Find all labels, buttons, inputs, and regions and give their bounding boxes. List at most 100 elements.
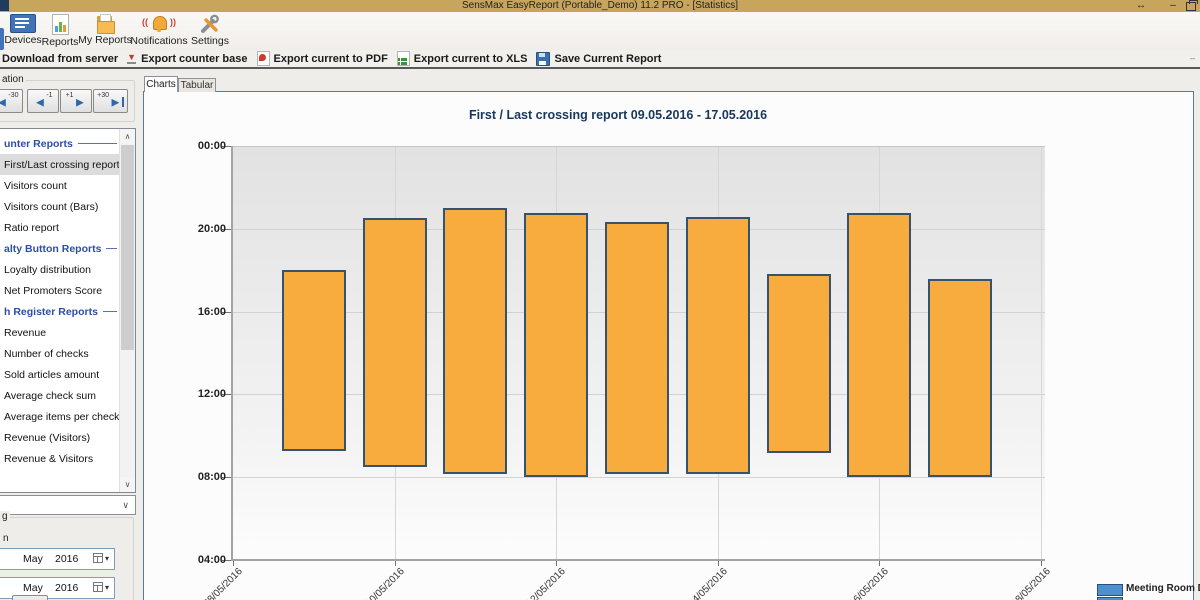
legend-swatch [1097, 584, 1123, 596]
date-from-month[interactable]: May [23, 553, 43, 565]
navigation-group-label: ation [0, 74, 26, 85]
report-filter-combobox[interactable]: ∨ [0, 495, 136, 515]
my-reports-label: My Reports [78, 34, 132, 46]
report-item[interactable]: Ratio report [0, 217, 135, 238]
window-switch-button[interactable]: ↔ [1133, 0, 1149, 12]
toolbar-overflow-icon[interactable]: – [1190, 53, 1195, 63]
chart-bar [605, 222, 669, 474]
title-bar: SensMax EasyReport (Portable_Demo) 11.2 … [0, 0, 1200, 12]
settings-label: Settings [191, 35, 229, 47]
report-chart-icon [52, 14, 69, 35]
save-report-button[interactable]: Save Current Report [536, 52, 661, 66]
nav-forward-1-button[interactable]: +1► [60, 89, 92, 113]
date-to-year[interactable]: 2016 [55, 582, 78, 594]
pdf-icon [257, 51, 270, 66]
scroll-up-icon[interactable]: ∧ [120, 129, 135, 144]
export-pdf-button[interactable]: Export current to PDF [257, 51, 388, 66]
actions-toolbar: Download from server ▼ Export counter ba… [0, 50, 1200, 67]
x-axis-tick [556, 561, 557, 566]
app-icon [0, 0, 9, 11]
report-item[interactable]: Net Promoters Score [0, 280, 135, 301]
date-from-picker-button[interactable]: ▾ [90, 550, 112, 566]
reports-button[interactable]: Reports [41, 14, 79, 48]
bell-icon: (( )) [140, 14, 178, 34]
calendar-icon [93, 582, 103, 592]
x-axis-line [231, 559, 1045, 561]
report-item[interactable]: Visitors count [0, 175, 135, 196]
chevron-down-icon: ∨ [122, 500, 129, 511]
tab-charts[interactable]: Charts [144, 76, 178, 92]
report-group-header: unter Reports [0, 133, 135, 154]
y-axis-label: 08:00 [176, 471, 226, 483]
minimize-button[interactable]: – [1165, 0, 1181, 12]
chart-bar [443, 208, 507, 474]
chart-bar [282, 270, 346, 451]
report-item[interactable]: Average items per check [0, 406, 135, 427]
apply-period-button[interactable] [12, 595, 48, 600]
gridline-horizontal [233, 477, 1045, 478]
xls-icon [397, 51, 410, 66]
report-item[interactable]: Revenue (Visitors) [0, 427, 135, 448]
report-item[interactable]: Visitors count (Bars) [0, 196, 135, 217]
download-arrow-icon: ▼ [127, 53, 137, 64]
date-to-month[interactable]: May [23, 582, 43, 594]
scroll-down-icon[interactable]: ∨ [120, 477, 135, 492]
report-group-header: alty Button Reports [0, 238, 135, 259]
gridline-vertical [1041, 147, 1042, 559]
y-axis-label: 04:00 [176, 554, 226, 566]
calendar-icon [93, 553, 103, 563]
my-reports-button[interactable]: My Reports [80, 14, 130, 48]
period-inner-label: n [1, 533, 11, 544]
legend-label: Meeting Room Denmark [1126, 583, 1200, 594]
report-item[interactable]: Revenue [0, 322, 135, 343]
tools-icon [200, 14, 220, 34]
folder-icon [97, 14, 114, 33]
app-window: SensMax EasyReport (Portable_Demo) 11.2 … [0, 0, 1200, 600]
nav-back-1-button[interactable]: ◄-1 [27, 89, 59, 113]
toolbar-divider [0, 67, 1200, 69]
period-group-label: g [0, 511, 10, 522]
date-from-field[interactable]: May 2016 ▾ [0, 548, 115, 570]
x-axis-tick [1041, 561, 1042, 566]
date-from-year[interactable]: 2016 [55, 553, 78, 565]
x-axis-tick [233, 561, 234, 566]
date-to-picker-button[interactable]: ▾ [90, 579, 112, 595]
chart-title: First / Last crossing report 09.05.2016 … [233, 108, 1003, 122]
x-axis-tick [718, 561, 719, 566]
nav-forward-30-button[interactable]: +30► [93, 89, 128, 113]
navigation-groupbox: ◄-30 ◄-1 +1► +30► [0, 80, 135, 122]
report-item[interactable]: Revenue & Visitors [0, 448, 135, 469]
notifications-label: Notifications [130, 35, 187, 47]
y-axis-label: 12:00 [176, 388, 226, 400]
report-item[interactable]: Loyalty distribution [0, 259, 135, 280]
window-title: SensMax EasyReport (Portable_Demo) 11.2 … [0, 0, 1200, 12]
chart-bar [928, 279, 992, 477]
scrollbar-thumb[interactable] [121, 145, 134, 350]
restore-button[interactable] [1186, 2, 1196, 11]
nav-back-30-button[interactable]: ◄-30 [0, 89, 23, 113]
settings-button[interactable]: Settings [188, 14, 232, 48]
export-xls-button[interactable]: Export current to XLS [397, 51, 528, 66]
devices-button[interactable]: Devices [2, 14, 44, 48]
notifications-button[interactable]: (( )) Notifications [132, 14, 186, 48]
export-counter-base-button[interactable]: ▼ Export counter base [127, 53, 247, 65]
report-item[interactable]: Sold articles amount [0, 364, 135, 385]
report-list: unter ReportsFirst/Last crossing reportV… [0, 128, 136, 493]
chart-bar [363, 218, 427, 466]
report-list-scrollbar[interactable]: ∧ ∨ [119, 129, 135, 492]
report-item[interactable]: Average check sum [0, 385, 135, 406]
tab-tabular[interactable]: Tabular [178, 78, 216, 92]
y-axis-line [231, 146, 233, 561]
chart-bar [847, 213, 911, 477]
x-axis-tick [879, 561, 880, 566]
report-group-header: h Register Reports [0, 301, 135, 322]
report-item[interactable]: First/Last crossing report [0, 154, 122, 175]
x-axis-tick [395, 561, 396, 566]
save-icon [536, 52, 550, 66]
report-item[interactable]: Number of checks [0, 343, 135, 364]
y-axis-label: 20:00 [176, 223, 226, 235]
devices-label: Devices [4, 34, 41, 46]
download-from-server-button[interactable]: Download from server [2, 53, 118, 65]
y-axis-label: 16:00 [176, 306, 226, 318]
chart-bar [686, 217, 750, 474]
